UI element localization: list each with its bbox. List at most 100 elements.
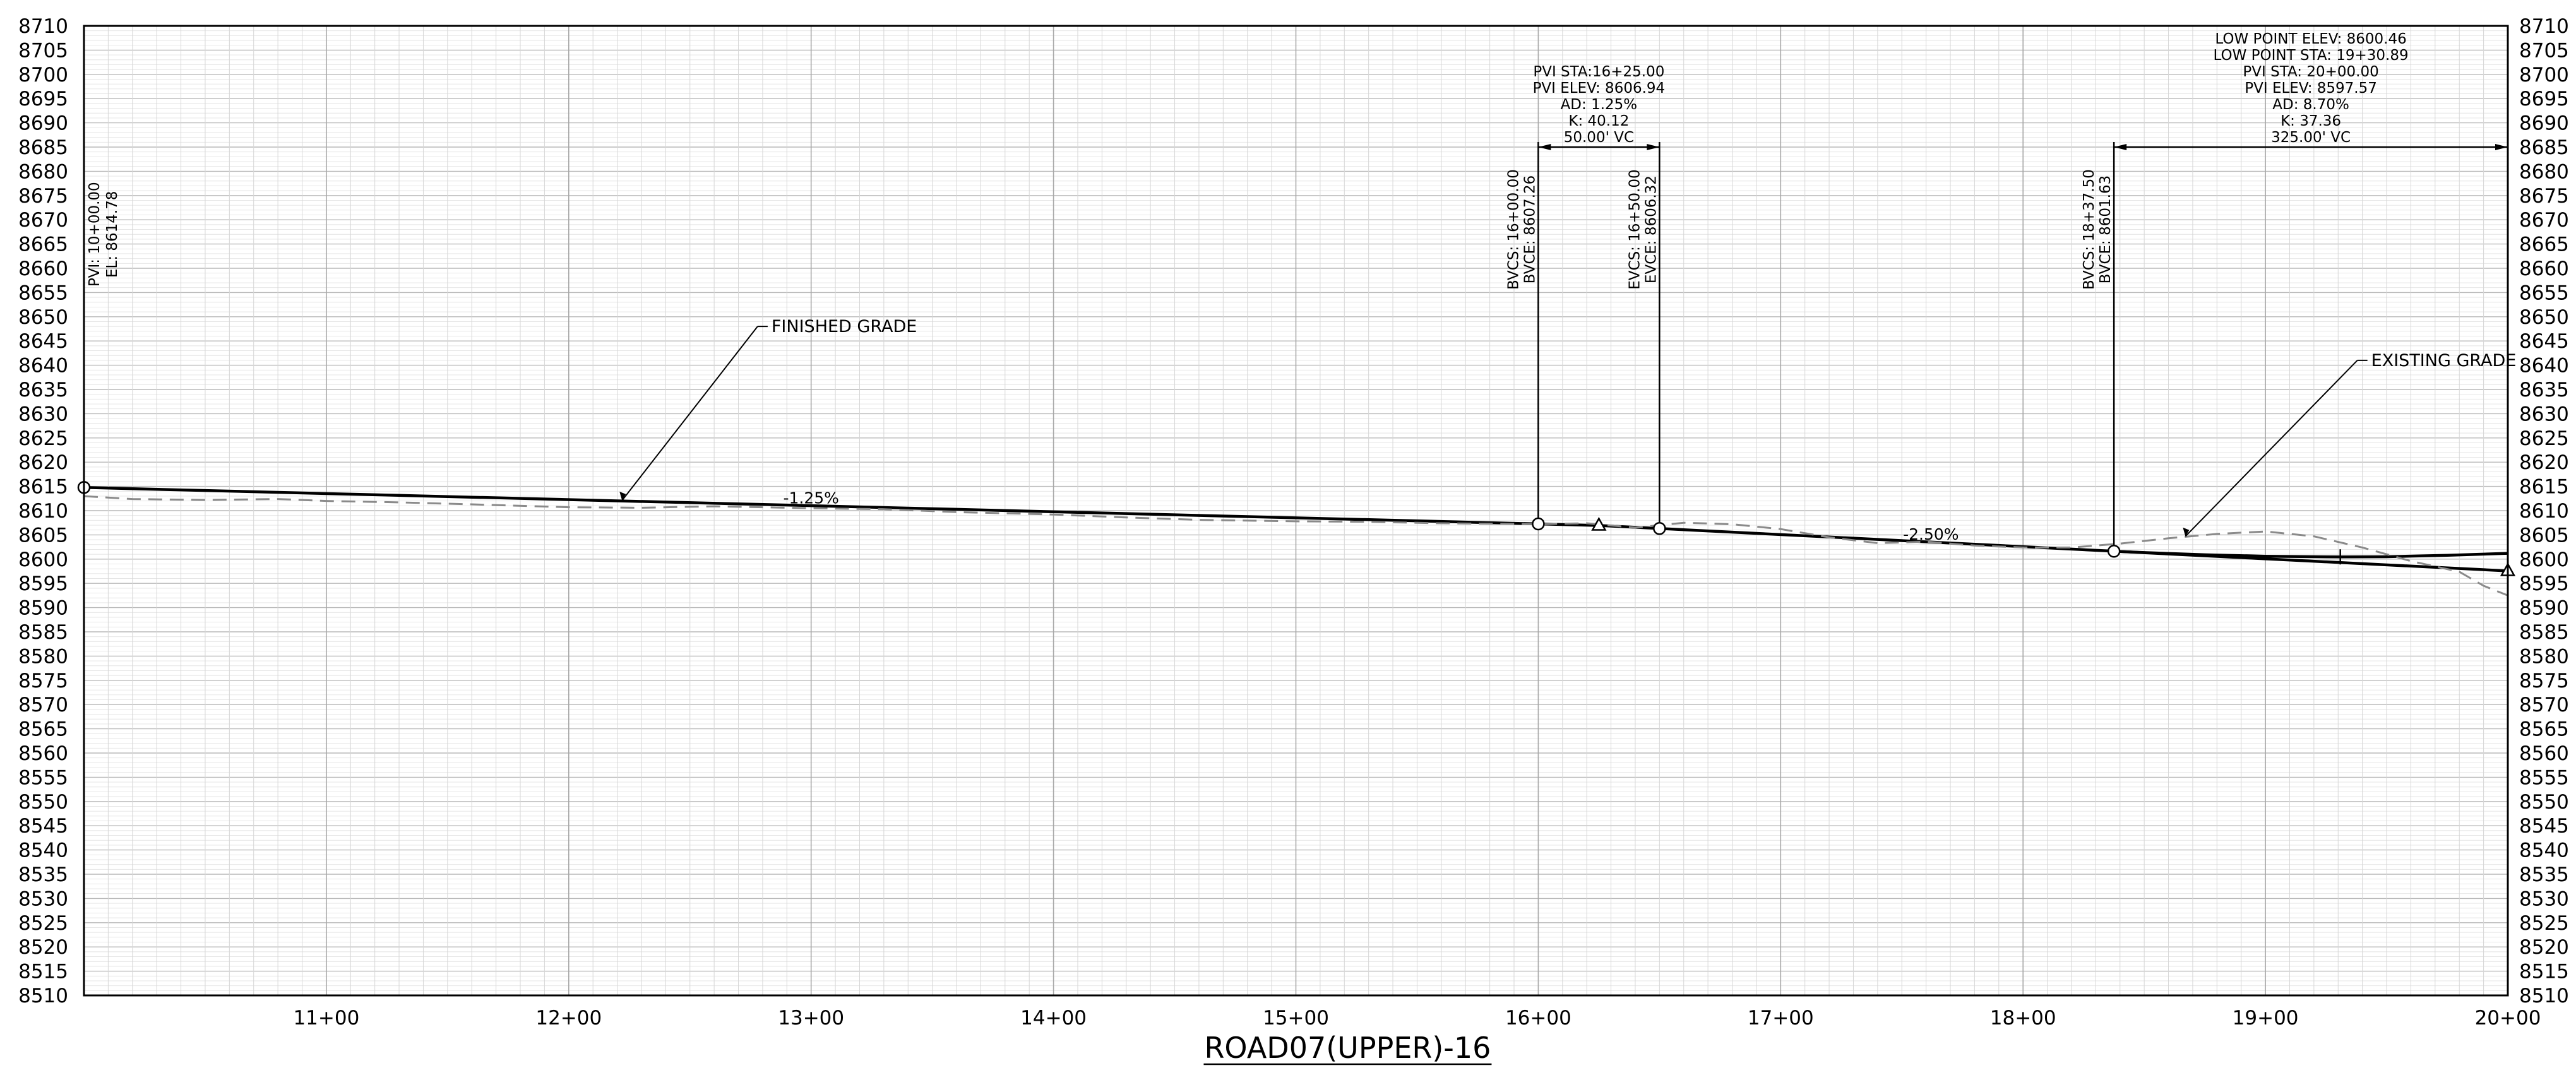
y-tick-label-right: 8510 bbox=[2519, 985, 2569, 1007]
y-tick-label-left: 8640 bbox=[18, 355, 68, 377]
y-tick-label-right: 8620 bbox=[2519, 451, 2569, 474]
start-pvi-label: EL: 8614.78 bbox=[104, 191, 121, 278]
vc1-evc-label: EVCE: 8606.32 bbox=[1643, 175, 1659, 283]
y-tick-label-right: 8545 bbox=[2519, 815, 2569, 838]
finished-grade-leader-line bbox=[621, 326, 758, 501]
y-tick-label-left: 8625 bbox=[18, 427, 68, 450]
y-tick-label-left: 8670 bbox=[18, 209, 68, 232]
pvi-triangle-marker bbox=[1591, 516, 1607, 531]
series-existing bbox=[83, 495, 2508, 596]
vc1-info-line: AD: 1.25% bbox=[1561, 97, 1638, 113]
y-tick-label-right: 8590 bbox=[2519, 597, 2569, 620]
y-tick-label-left: 8585 bbox=[18, 621, 68, 644]
y-tick-label-left: 8540 bbox=[18, 840, 68, 862]
y-tick-label-left: 8570 bbox=[18, 694, 68, 716]
pvi-circle-marker bbox=[1653, 522, 1666, 535]
y-tick-label-left: 8545 bbox=[18, 815, 68, 838]
y-tick-label-left: 8700 bbox=[18, 64, 68, 86]
y-tick-label-right: 8675 bbox=[2519, 185, 2569, 208]
y-tick-label-right: 8595 bbox=[2519, 573, 2569, 595]
y-tick-label-left: 8580 bbox=[18, 645, 68, 668]
annotations: PVI: 10+00.00 EL: 8614.78 PVI STA:16+25.00… bbox=[86, 31, 2517, 565]
y-tick-label-right: 8580 bbox=[2519, 645, 2569, 668]
y-tick-label-left: 8655 bbox=[18, 282, 68, 304]
y-tick-label-right: 8650 bbox=[2519, 306, 2569, 329]
y-tick-label-right: 8705 bbox=[2519, 39, 2569, 62]
finished-grade-leader-arrow bbox=[619, 491, 626, 501]
y-tick-label-right: 8680 bbox=[2519, 160, 2569, 183]
x-tick-label: 19+00 bbox=[2233, 1007, 2299, 1029]
y-tick-label-left: 8710 bbox=[18, 15, 68, 38]
y-tick-label-left: 8530 bbox=[18, 887, 68, 910]
y-tick-label-left: 8665 bbox=[18, 234, 68, 256]
vc1-evc-label: EVCS: 16+50.00 bbox=[1626, 169, 1643, 289]
y-tick-label-left: 8705 bbox=[18, 39, 68, 62]
y-tick-label-right: 8585 bbox=[2519, 621, 2569, 644]
grid bbox=[83, 25, 2508, 996]
vc1-info-line: 50.00' VC bbox=[1564, 129, 1634, 146]
y-tick-label-right: 8555 bbox=[2519, 766, 2569, 789]
y-tick-label-right: 8660 bbox=[2519, 258, 2569, 280]
vc1-info-line: PVI ELEV: 8606.94 bbox=[1533, 80, 1666, 97]
y-tick-label-right: 8515 bbox=[2519, 961, 2569, 983]
y-tick-label-right: 8710 bbox=[2519, 15, 2569, 38]
y-tick-label-left: 8650 bbox=[18, 306, 68, 329]
y-tick-label-left: 8610 bbox=[18, 500, 68, 523]
y-tick-label-right: 8530 bbox=[2519, 887, 2569, 910]
x-tick-label: 16+00 bbox=[1505, 1007, 1571, 1029]
y-tick-label-left: 8510 bbox=[18, 985, 68, 1007]
y-tick-label-left: 8605 bbox=[18, 524, 68, 547]
y-tick-label-left: 8520 bbox=[18, 936, 68, 959]
x-tick-label: 18+00 bbox=[1990, 1007, 2056, 1029]
y-tick-label-right: 8635 bbox=[2519, 379, 2569, 401]
x-tick-label: 13+00 bbox=[778, 1007, 844, 1029]
vc2-bvc-label: BVCS: 18+37.50 bbox=[2081, 169, 2097, 290]
y-tick-label-right: 8575 bbox=[2519, 670, 2569, 692]
y-tick-label-right: 8535 bbox=[2519, 863, 2569, 886]
y-tick-label-right: 8615 bbox=[2519, 476, 2569, 499]
pvi-circle-marker bbox=[1532, 517, 1545, 531]
y-tick-label-right: 8600 bbox=[2519, 549, 2569, 571]
vc1-bvc-label: BVCE: 8607.26 bbox=[1522, 175, 1538, 284]
y-tick-label-left: 8680 bbox=[18, 160, 68, 183]
y-tick-label-left: 8575 bbox=[18, 670, 68, 692]
y-tick-label-left: 8620 bbox=[18, 451, 68, 474]
y-tick-label-left: 8615 bbox=[18, 476, 68, 499]
y-tick-label-right: 8520 bbox=[2519, 936, 2569, 959]
y-tick-label-left: 8595 bbox=[18, 573, 68, 595]
y-tick-label-right: 8685 bbox=[2519, 136, 2569, 159]
vc2-arrow-left bbox=[2114, 144, 2127, 150]
y-tick-label-right: 8525 bbox=[2519, 912, 2569, 935]
y-tick-label-right: 8570 bbox=[2519, 694, 2569, 716]
y-tick-label-left: 8515 bbox=[18, 961, 68, 983]
y-tick-label-right: 8605 bbox=[2519, 524, 2569, 547]
vc1-bvc-label: BVCS: 16+00.00 bbox=[1505, 169, 1522, 290]
y-tick-label-right: 8550 bbox=[2519, 791, 2569, 814]
y-tick-label-left: 8565 bbox=[18, 718, 68, 741]
y-tick-label-left: 8555 bbox=[18, 766, 68, 789]
x-tick-labels: 11+00 12+00 13+00 14+00 15+00 16+00 17+00 18+00… bbox=[293, 1007, 2541, 1029]
y-tick-label-left: 8525 bbox=[18, 912, 68, 935]
y-tick-label-left: 8685 bbox=[18, 136, 68, 159]
pvi-markers bbox=[77, 481, 2516, 576]
vc2-info-line: AD: 8.70% bbox=[2272, 97, 2349, 113]
vc2-arrow-right bbox=[2495, 144, 2508, 150]
x-tick-label: 14+00 bbox=[1020, 1007, 1087, 1029]
vc2-info-line: 325.00' VC bbox=[2271, 129, 2351, 146]
y-tick-label-right: 8565 bbox=[2519, 718, 2569, 741]
x-tick-label: 20+00 bbox=[2475, 1007, 2541, 1029]
existing-grade-leader-arrow bbox=[2183, 527, 2190, 537]
y-tick-label-left: 8635 bbox=[18, 379, 68, 401]
vc1-info-line: K: 40.12 bbox=[1568, 113, 1629, 129]
grade-label-1: -1.25% bbox=[783, 489, 838, 507]
vc2-info-line: K: 37.36 bbox=[2281, 113, 2341, 129]
y-tick-label-right: 8630 bbox=[2519, 403, 2569, 425]
y-tick-label-left: 8550 bbox=[18, 791, 68, 814]
y-tick-label-left: 8690 bbox=[18, 112, 68, 135]
y-tick-label-right: 8645 bbox=[2519, 330, 2569, 353]
existing-grade-label: EXISTING GRADE bbox=[2371, 351, 2517, 371]
vc2-bvc-label: BVCE: 8601.63 bbox=[2097, 175, 2114, 284]
vc2-info-line: LOW POINT STA: 19+30.89 bbox=[2214, 47, 2409, 64]
grade-label-2: -2.50% bbox=[1903, 525, 1959, 543]
